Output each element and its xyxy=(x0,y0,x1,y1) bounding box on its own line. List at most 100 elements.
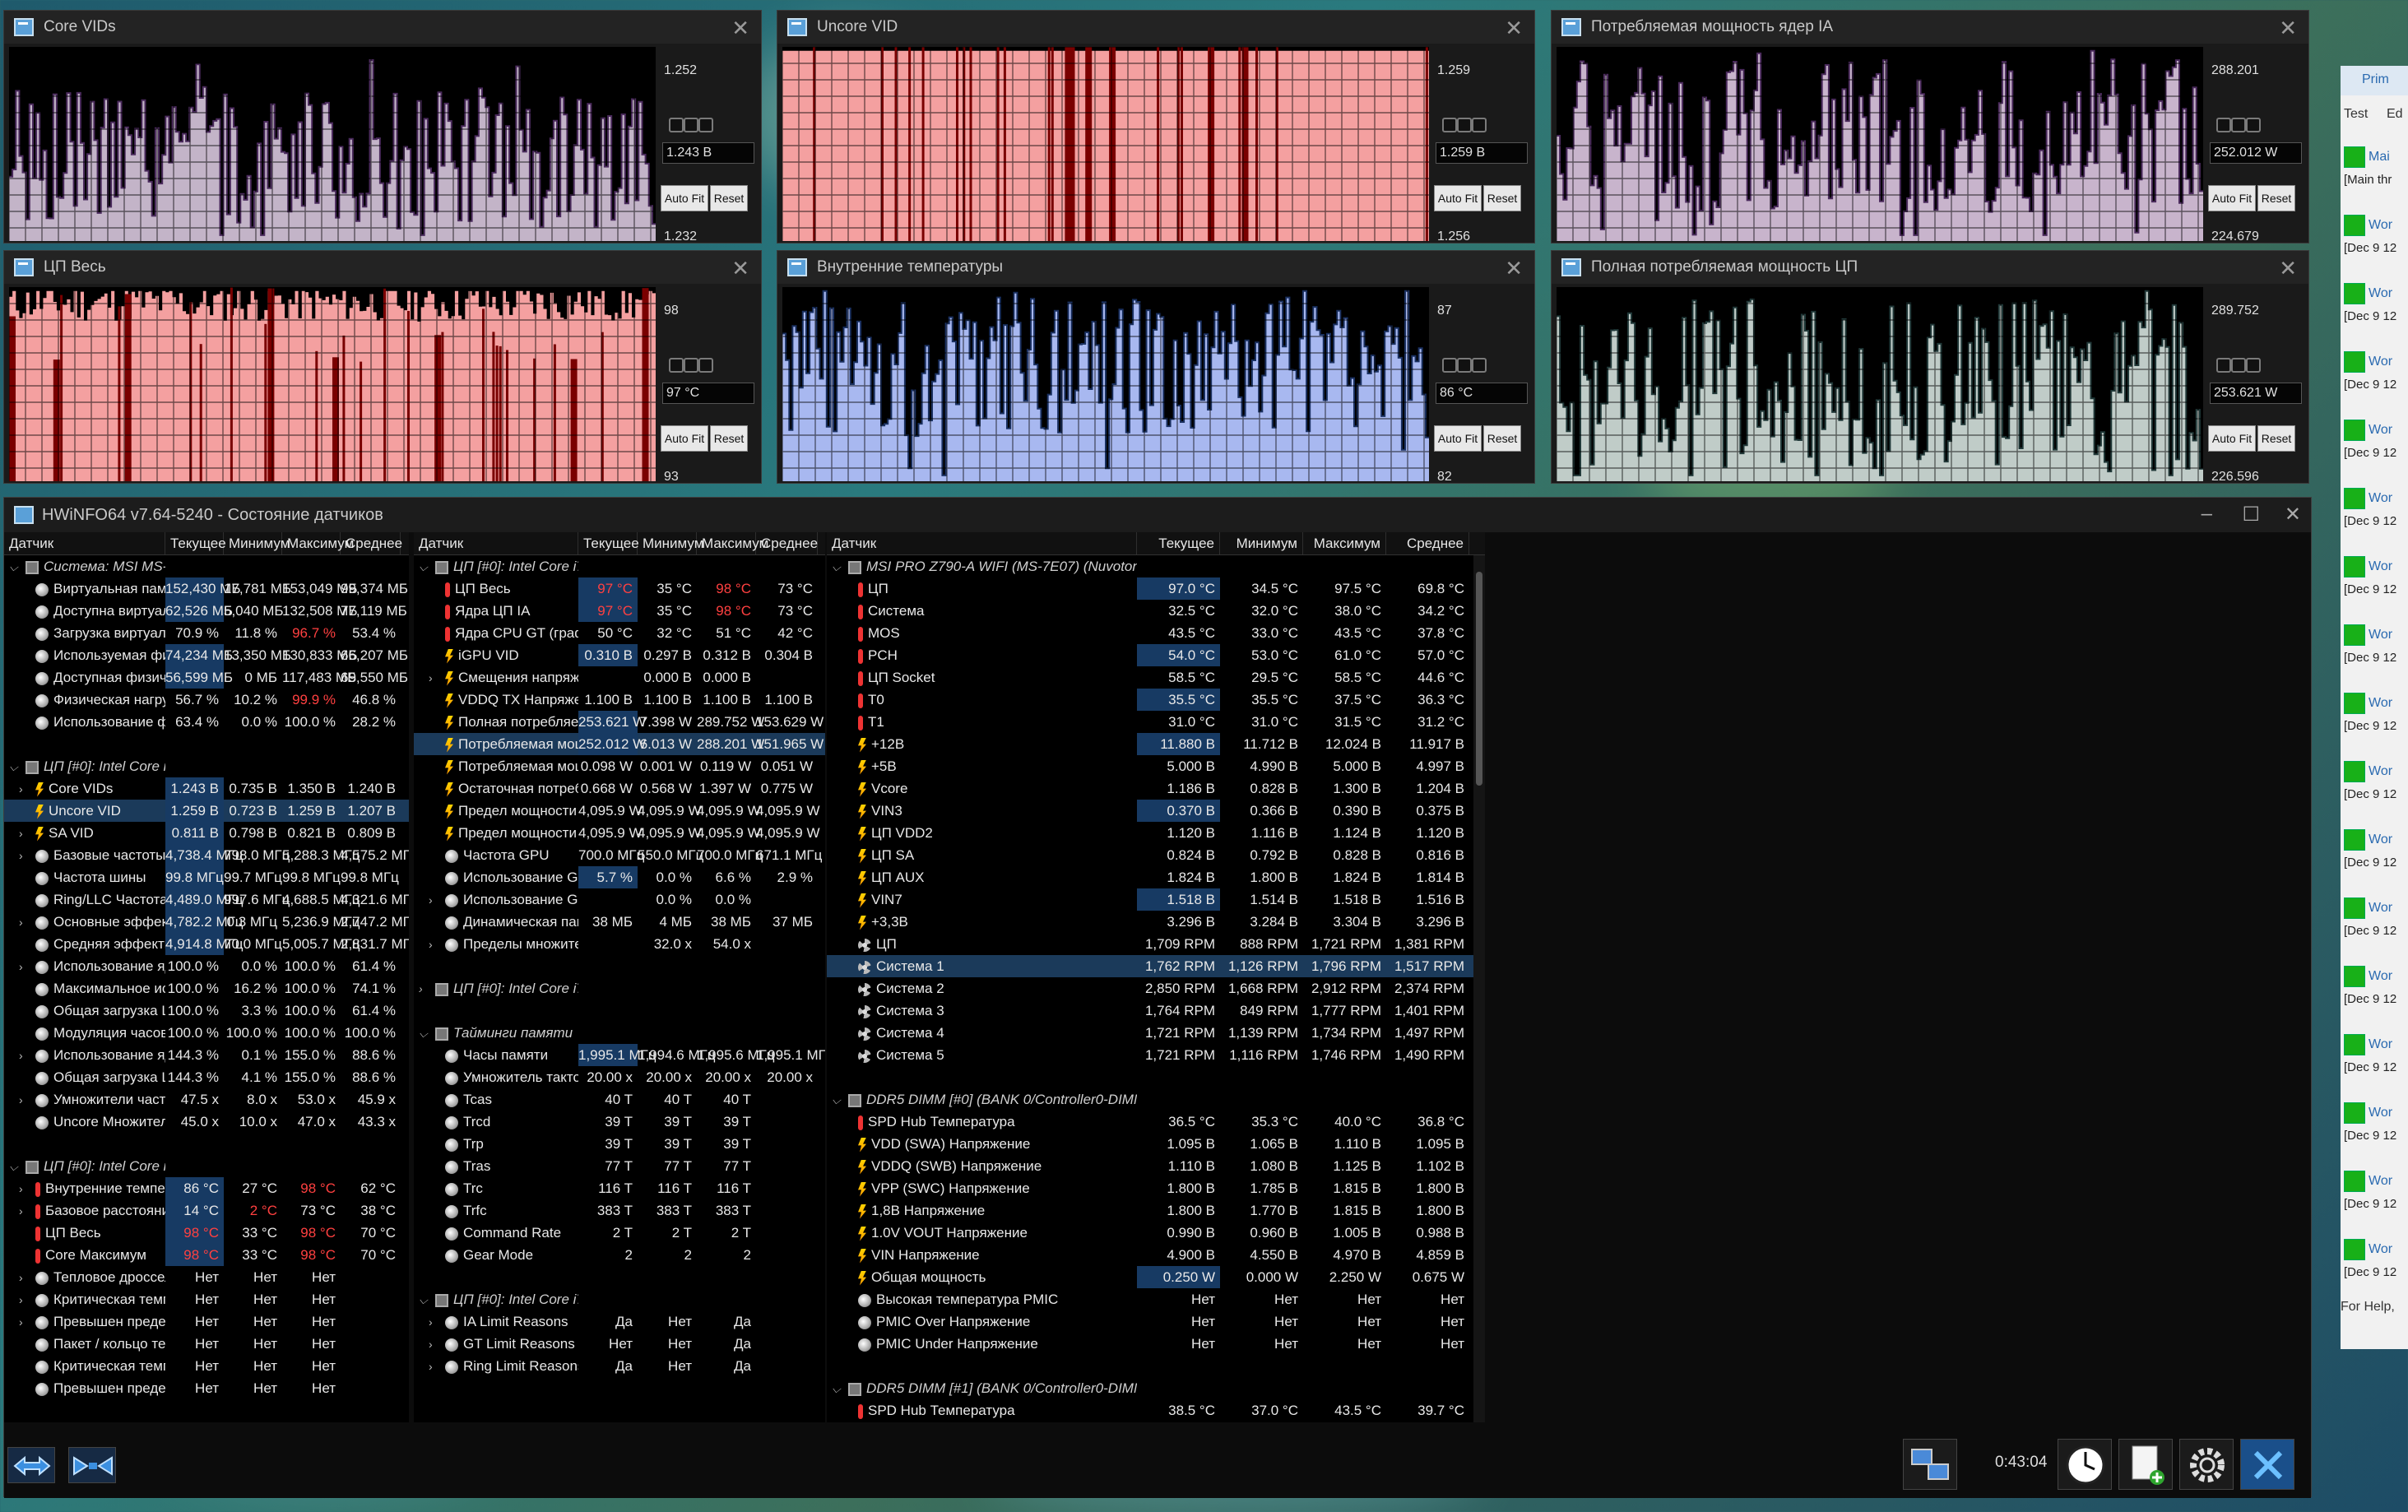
graph-option-checkbox[interactable] xyxy=(2246,358,2261,373)
auto-fit-button[interactable]: Auto Fit xyxy=(2208,185,2256,211)
sensor-row[interactable]: Command Rate 2 T 2 T 2 T xyxy=(414,1222,825,1244)
sensor-row[interactable]: › Ring Limit Reasons Да Нет Да xyxy=(414,1355,825,1377)
minimize-icon[interactable]: – xyxy=(2201,503,2212,525)
sensor-row[interactable]: +5В 5.000 В 4.990 В 5.000 В 4.997 В xyxy=(827,755,1485,777)
sensor-group[interactable]: ⌵ ЦП [#0]: Intel Core i7-13700K: Причины … xyxy=(414,1288,825,1310)
sensor-row[interactable]: Система 3 1,764 RPM 849 RPM 1,777 RPM 1,401 … xyxy=(827,999,1485,1022)
chevron-down-icon[interactable]: ⌵ xyxy=(9,560,18,574)
sensor-row[interactable]: Часы памяти 1,995.1 МГц 1,994.6 МГц 1,995.6… xyxy=(414,1044,825,1066)
chevron-down-icon[interactable]: ⌵ xyxy=(419,1293,428,1307)
sensor-row[interactable]: › GT Limit Reasons Нет Нет Да xyxy=(414,1333,825,1355)
sensor-row[interactable]: Система 2 2,850 RPM 1,668 RPM 2,912 RPM 2,37… xyxy=(827,977,1485,999)
chevron-down-icon[interactable]: ⌵ xyxy=(419,1027,428,1041)
sensor-row[interactable]: › Смещения напряжения 0.000 В 0.000 В xyxy=(414,666,825,689)
close-icon[interactable]: ✕ xyxy=(1505,16,1523,40)
sensor-row[interactable]: ЦП Socket 58.5 °C 29.5 °C 58.5 °C 44.6 °C xyxy=(827,666,1485,689)
sensor-row[interactable]: Средняя эффективная частота4,914.8 МГц70… xyxy=(4,933,409,955)
auto-fit-button[interactable]: Auto Fit xyxy=(661,185,708,211)
reset-button[interactable]: Reset xyxy=(710,425,748,452)
graph-option-checkbox[interactable] xyxy=(2231,118,2246,132)
logging-button[interactable] xyxy=(2118,1439,2173,1490)
chevron-right-icon[interactable]: › xyxy=(19,1093,23,1107)
chevron-down-icon[interactable]: ⌵ xyxy=(832,560,841,574)
chevron-down-icon[interactable]: ⌵ xyxy=(9,760,18,774)
strip-list-item[interactable]: Wor [Dec 9 12 xyxy=(2344,618,2408,677)
column-header-current[interactable]: Текущее xyxy=(578,532,639,554)
graph-option-checkbox[interactable] xyxy=(1457,118,1472,132)
chevron-right-icon[interactable]: › xyxy=(429,893,433,907)
sensor-row[interactable]: Tras 77 T 77 T 77 T xyxy=(414,1155,825,1177)
sensor-group[interactable]: ⌵ Тайминги памяти xyxy=(414,1022,825,1044)
graph-option-checkbox[interactable] xyxy=(1457,358,1472,373)
strip-list-item[interactable]: Wor [Dec 9 12 xyxy=(2344,276,2408,336)
sensor-row[interactable]: Потребляемая мощность ядер GT0.098 W 0.00… xyxy=(414,755,825,777)
graph-title-bar[interactable]: ЦП Весь ✕ xyxy=(4,251,761,284)
sensor-row[interactable]: Физическая нагрузка на память 56.7 % 10.2 … xyxy=(4,689,409,711)
sensor-row[interactable]: Система 4 1,721 RPM 1,139 RPM 1,734 RPM 1,49… xyxy=(827,1022,1485,1044)
auto-fit-button[interactable]: Auto Fit xyxy=(1434,185,1482,211)
sensor-row[interactable]: VDDQ TX Напряжение 1.100 В 1.100 В 1.100 В 1… xyxy=(414,689,825,711)
sensor-row[interactable]: VPP (SWC) Напряжение 1.800 В 1.785 В 1.815 … xyxy=(827,1177,1485,1199)
sensor-row[interactable]: Критическая температура корпуса... Нет Нет… xyxy=(4,1355,409,1377)
strip-list-item[interactable]: Wor [Dec 9 12 xyxy=(2344,1027,2408,1087)
reset-timer-button[interactable] xyxy=(2058,1439,2112,1490)
strip-tab-prim[interactable]: Prim xyxy=(2341,66,2408,95)
sensor-group[interactable]: › ЦП [#0]: Intel Core i7-13700K: C-State … xyxy=(414,977,825,999)
sensor-row[interactable]: Система 5 1,721 RPM 1,116 RPM 1,746 RPM 1,49… xyxy=(827,1044,1485,1066)
sensor-row[interactable]: › Умножители частоты ядра 47.5 x 8.0 x 53.0 … xyxy=(4,1088,409,1111)
sensor-row[interactable]: › Использование GPU D3D 0.0 % 0.0 % xyxy=(414,888,825,911)
sensor-row[interactable]: Частота шины 99.8 МГц 99.7 МГц 99.8 МГц 99.8… xyxy=(4,866,409,888)
sensor-row[interactable]: Ядра ЦП IA 97 °C 35 °C 98 °C 73 °C xyxy=(414,600,825,622)
sensor-row[interactable]: Общая загрузка ЦП100.0 %3.3 %100.0 %61.4… xyxy=(4,999,409,1022)
network-button[interactable] xyxy=(1903,1439,1957,1490)
chevron-right-icon[interactable]: › xyxy=(19,1182,23,1196)
graph-option-checkbox[interactable] xyxy=(2231,358,2246,373)
sensor-row[interactable]: T1 31.0 °C 31.0 °C 31.5 °C 31.2 °C xyxy=(827,711,1485,733)
sensor-group[interactable]: ⌵ MSI PRO Z790-A WIFI (MS-7E07) (Nuvoton … xyxy=(827,555,1485,577)
strip-list-item[interactable]: Wor [Dec 9 12 xyxy=(2344,959,2408,1018)
sensor-row[interactable]: Используемая физическая память74,234 МБ1… xyxy=(4,644,409,666)
sensor-row[interactable]: Превышен предел мощности паке... Нет Нет Не… xyxy=(4,1377,409,1399)
sensor-row[interactable]: Общая загрузка ЦП144.3 % 4.1 % 155.0 % 88.6… xyxy=(4,1066,409,1088)
sensor-row[interactable]: VDDQ (SWB) Напряжение 1.110 В 1.080 В 1.125… xyxy=(827,1155,1485,1177)
sensor-row[interactable]: VIN7 1.518 В 1.514 В 1.518 В 1.516 В xyxy=(827,888,1485,911)
sensor-row[interactable]: Vcore 1.186 В 0.828 В 1.300 В 1.204 В xyxy=(827,777,1485,800)
close-icon[interactable]: ✕ xyxy=(2279,256,2297,281)
sensor-row[interactable]: Умножитель тактовой частоты па... 20.00 x… xyxy=(414,1066,825,1088)
sensor-row[interactable]: PMIC Under Напряжение Нет Нет Нет Нет xyxy=(827,1333,1485,1355)
chevron-right-icon[interactable]: › xyxy=(19,827,23,841)
sensor-row[interactable]: Использование GPU D3D5.7 % 0.0 % 6.6 % 2.9 … xyxy=(414,866,825,888)
sensor-row[interactable]: ›Использование ядра100.0 %0.0 %100.0 %61… xyxy=(4,955,409,977)
chevron-right-icon[interactable]: › xyxy=(19,1271,23,1285)
sensor-group[interactable]: ⌵ ЦП [#0]: Intel Core i7-13700K: Enhanced xyxy=(414,555,825,577)
reset-button[interactable]: Reset xyxy=(2257,425,2295,452)
chevron-down-icon[interactable]: ⌵ xyxy=(832,1382,841,1396)
graph-title-bar[interactable]: Потребляемая мощность ядер IA ✕ xyxy=(1552,11,2308,44)
sensor-row[interactable]: Uncore VID 1.259 В 0.723 В 1.259 В 1.207 В xyxy=(4,800,409,822)
graph-title-bar[interactable]: Uncore VID ✕ xyxy=(777,11,1534,44)
sensor-row[interactable]: Uncore Множитель 45.0 x 10.0 x 47.0 x 43.3 x xyxy=(4,1111,409,1133)
sensor-row[interactable]: ЦП Весь 98 °C 33 °C 98 °C 70 °C xyxy=(4,1222,409,1244)
sensor-row[interactable]: Динамическая память GPU D3D 38 МБ 4 МБ 38 М… xyxy=(414,911,825,933)
strip-list-item[interactable]: Wor [Dec 9 12 xyxy=(2344,345,2408,404)
sensor-row[interactable]: SPD Hub Температура 36.5 °C 35.3 °C 40.0 °C… xyxy=(827,1111,1485,1133)
chevron-right-icon[interactable]: › xyxy=(19,849,23,863)
sensor-row[interactable]: Частота GPU 700.0 МГц 550.0 МГц 700.0 МГц 67… xyxy=(414,844,825,866)
sensor-row[interactable]: ЦП 97.0 °C 34.5 °C 97.5 °C 69.8 °C xyxy=(827,577,1485,600)
sensor-row[interactable]: › Основные эффективные тактов...4,782.2 М… xyxy=(4,911,409,933)
strip-list-item[interactable]: Wor [Dec 9 12 xyxy=(2344,413,2408,472)
sensor-row[interactable]: ЦП SA 0.824 В 0.792 В 0.828 В 0.816 В xyxy=(827,844,1485,866)
sensor-row[interactable]: ЦП AUX 1.824 В 1.800 В 1.824 В 1.814 В xyxy=(827,866,1485,888)
chevron-right-icon[interactable]: › xyxy=(19,1293,23,1307)
strip-menu-test[interactable]: Test xyxy=(2344,107,2369,121)
sensor-row[interactable]: Пакет / кольцо термического дрос... Нет Не… xyxy=(4,1333,409,1355)
graph-option-checkbox[interactable] xyxy=(698,358,713,373)
sensor-row[interactable]: Доступная физическая память56,599 МБ 0 МБ… xyxy=(4,666,409,689)
scrollbar-thumb[interactable] xyxy=(1476,572,1482,786)
sensor-row[interactable]: › Тепловое дросселирование сер... Нет Нет Не… xyxy=(4,1266,409,1288)
sensor-row[interactable]: ЦП VDD2 1.120 В 1.116 В 1.124 В 1.120 В xyxy=(827,822,1485,844)
graph-option-checkbox[interactable] xyxy=(2216,358,2231,373)
graph-option-checkbox[interactable] xyxy=(1442,118,1457,132)
sensor-group[interactable]: ⌵ Система: MSI MS-7E07 xyxy=(4,555,409,577)
sensor-row[interactable]: Core Максимум 98 °C 33 °C 98 °C 70 °C xyxy=(4,1244,409,1266)
